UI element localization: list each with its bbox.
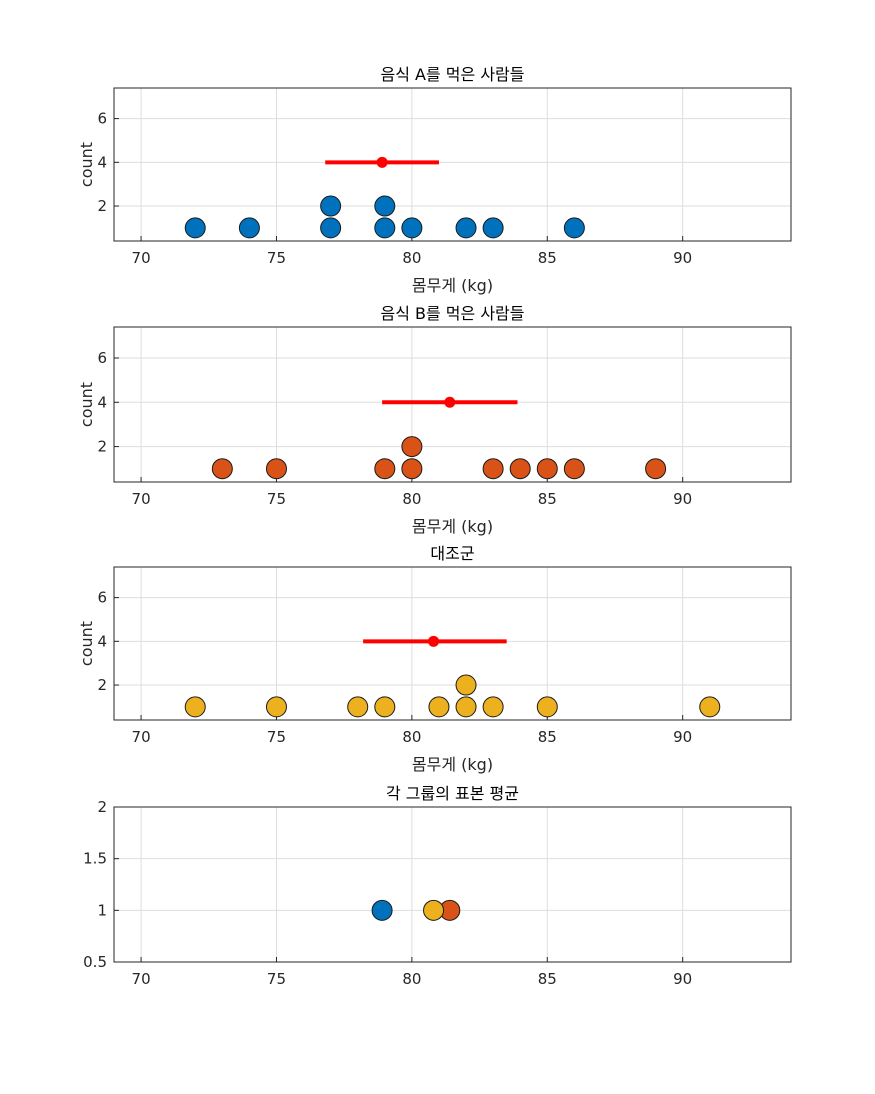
data-point — [265, 458, 287, 480]
data-point — [563, 458, 585, 480]
plot-area — [114, 807, 791, 962]
axes-frame — [113, 806, 792, 963]
data-point — [374, 458, 396, 480]
data-point — [509, 458, 531, 480]
y-tick-label: 2 — [97, 676, 107, 694]
data-point — [211, 458, 233, 480]
mean-marker — [376, 156, 388, 168]
x-tick-label: 90 — [673, 970, 692, 988]
chart-title: 음식 B를 먹은 사람들 — [381, 304, 525, 323]
data-point — [374, 195, 396, 217]
x-tick-label: 85 — [538, 490, 557, 508]
data-point — [536, 458, 558, 480]
chart-title: 각 그룹의 표본 평균 — [386, 784, 519, 803]
y-axis-label: count — [77, 621, 96, 666]
data-point — [699, 696, 721, 718]
y-tick-label: 2 — [97, 798, 107, 816]
axes-frame — [113, 87, 792, 242]
data-point — [401, 458, 423, 480]
x-tick-label: 80 — [402, 728, 421, 746]
data-point — [184, 696, 206, 718]
x-tick-label: 70 — [132, 728, 151, 746]
plot-area — [114, 88, 791, 241]
plot-area — [114, 567, 791, 720]
data-point — [401, 436, 423, 458]
data-point — [423, 899, 445, 921]
chart-title: 대조군 — [430, 544, 474, 563]
y-tick-label: 0.5 — [83, 953, 107, 971]
y-tick-label: 6 — [97, 349, 107, 367]
data-point — [455, 696, 477, 718]
mean-marker — [428, 635, 440, 647]
data-point — [455, 217, 477, 239]
y-axis-label: count — [77, 382, 96, 427]
data-point — [374, 696, 396, 718]
y-tick-label: 6 — [97, 110, 107, 128]
x-tick-label: 85 — [538, 728, 557, 746]
x-tick-label: 80 — [402, 970, 421, 988]
x-axis-label: 몸무게 (kg) — [412, 276, 493, 295]
data-point — [482, 458, 504, 480]
data-point — [320, 195, 342, 217]
x-tick-label: 90 — [673, 249, 692, 267]
y-tick-label: 4 — [97, 632, 107, 650]
data-point — [482, 217, 504, 239]
x-tick-label: 90 — [673, 728, 692, 746]
data-point — [536, 696, 558, 718]
chart-title: 음식 A를 먹은 사람들 — [381, 65, 525, 84]
x-tick-label: 90 — [673, 490, 692, 508]
y-tick-label: 2 — [97, 197, 107, 215]
data-point — [238, 217, 260, 239]
mean-marker — [444, 396, 456, 408]
chart-panel-4: 70 75 80 85 90 0.5 1 1.5 2 각 그룹의 표본 평균 — [83, 784, 792, 988]
x-tick-label: 70 — [132, 249, 151, 267]
data-point — [455, 674, 477, 696]
y-tick-label: 6 — [97, 589, 107, 607]
x-tick-label: 85 — [538, 249, 557, 267]
y-tick-label: 1 — [97, 901, 107, 919]
data-point — [320, 217, 342, 239]
data-point — [401, 217, 423, 239]
x-tick-label: 85 — [538, 970, 557, 988]
y-tick-label: 1.5 — [83, 850, 107, 868]
y-axis-label: count — [77, 142, 96, 187]
x-tick-label: 70 — [132, 490, 151, 508]
data-point — [371, 899, 393, 921]
data-point — [347, 696, 369, 718]
data-point — [428, 696, 450, 718]
x-tick-label: 75 — [267, 249, 286, 267]
x-tick-label: 75 — [267, 490, 286, 508]
data-point — [184, 217, 206, 239]
x-tick-label: 80 — [402, 249, 421, 267]
y-tick-label: 2 — [97, 438, 107, 456]
data-point — [374, 217, 396, 239]
x-tick-label: 70 — [132, 970, 151, 988]
data-point — [563, 217, 585, 239]
y-tick-label: 4 — [97, 393, 107, 411]
axes-frame — [113, 566, 792, 721]
data-point — [265, 696, 287, 718]
x-tick-label: 75 — [267, 728, 286, 746]
data-point — [645, 458, 667, 480]
x-tick-label: 80 — [402, 490, 421, 508]
data-point — [482, 696, 504, 718]
x-axis-label: 몸무게 (kg) — [412, 517, 493, 536]
y-tick-label: 4 — [97, 153, 107, 171]
x-axis-label: 몸무게 (kg) — [412, 755, 493, 774]
axes-frame — [113, 326, 792, 483]
x-tick-label: 75 — [267, 970, 286, 988]
